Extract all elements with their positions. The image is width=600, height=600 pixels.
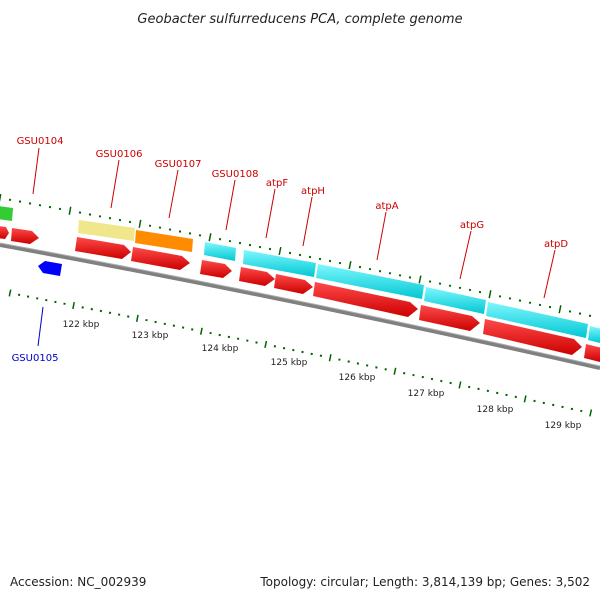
tick-mark <box>208 233 212 242</box>
tick-mark <box>488 290 492 299</box>
gene-label-atpg: atpG <box>460 220 484 231</box>
tick-mark <box>580 409 583 413</box>
leader-line <box>32 147 40 195</box>
gene-label-atpf: atpF <box>266 178 288 189</box>
orange-feature <box>135 230 193 252</box>
tick-mark <box>348 261 352 270</box>
outer-tick-ring <box>0 193 592 317</box>
kbp-labels: 122 kbp 123 kbp 124 kbp 125 kbp 126 kbp … <box>63 320 582 431</box>
inner-tick-ring <box>8 289 593 417</box>
tick-mark <box>72 301 75 310</box>
kbp-label-126: 126 kbp <box>339 373 376 383</box>
tick-mark <box>135 314 139 322</box>
tick-mark <box>328 354 332 362</box>
tick-mark <box>0 193 2 203</box>
tick-mark <box>418 275 422 284</box>
cds-arrow <box>131 247 190 270</box>
leader-line <box>302 196 313 247</box>
cds-arrow <box>274 274 313 294</box>
leader-line <box>168 169 179 219</box>
kbp-label-123: 123 kbp <box>132 331 169 341</box>
gene-label-gsu0104: GSU0104 <box>17 136 64 147</box>
tick-mark <box>365 364 369 367</box>
kbp-label-122: 122 kbp <box>63 320 100 330</box>
cyan-feature-atph-atpa <box>316 264 424 299</box>
gene-label-gsu0106: GSU0106 <box>96 149 143 160</box>
gene-label-gsu0108: GSU0108 <box>212 169 259 180</box>
genome-backbone <box>0 243 600 370</box>
blue-feature-gsu0105 <box>38 261 62 276</box>
cds-arrow <box>483 319 582 355</box>
leader-line-blue <box>37 306 44 347</box>
kbp-label-124: 124 kbp <box>202 344 239 354</box>
gene-label-leaders <box>32 147 556 299</box>
gene-label-atpd: atpD <box>544 239 568 250</box>
tick-mark <box>486 389 490 393</box>
cds-track <box>0 226 600 362</box>
tick-mark <box>558 305 562 314</box>
feature-track-upper <box>0 206 600 343</box>
green-feature <box>0 206 13 221</box>
tick-mark <box>199 327 203 335</box>
gene-label-atpa: atpA <box>375 201 398 212</box>
leader-line <box>459 230 472 280</box>
cds-arrow <box>584 344 600 362</box>
tick-mark <box>278 246 282 256</box>
cds-arrow <box>200 260 232 278</box>
gene-label-gsu0107: GSU0107 <box>155 159 202 170</box>
tick-mark <box>68 206 72 215</box>
cyan-feature-atpg <box>424 287 486 314</box>
kbp-label-127: 127 kbp <box>408 389 445 399</box>
gene-label-gsu0105: GSU0105 <box>12 353 59 364</box>
genome-backbone-highlight <box>0 242 600 367</box>
cyan-feature-atpd <box>486 302 588 338</box>
cyan-feature-gsu0108 <box>204 242 236 261</box>
kbp-label-129: 129 kbp <box>545 421 582 431</box>
cds-arrow <box>313 282 418 317</box>
topology-text: Topology: circular; Length: 3,814,139 bp… <box>259 575 590 589</box>
tick-mark <box>523 395 527 403</box>
cds-arrow <box>75 237 131 259</box>
leader-line <box>110 159 120 209</box>
cds-arrow <box>419 305 480 331</box>
kbp-label-128: 128 kbp <box>477 405 514 415</box>
cyan-feature-edge <box>588 326 600 343</box>
tick-mark <box>458 381 462 389</box>
kbp-label-125: 125 kbp <box>271 358 308 368</box>
leader-line <box>543 249 556 299</box>
leader-line <box>225 179 236 231</box>
tick-mark <box>589 409 593 417</box>
cyan-feature-atpf <box>243 250 316 277</box>
tick-mark <box>264 340 268 348</box>
khaki-feature <box>78 220 135 241</box>
tick-mark <box>8 289 12 297</box>
gene-label-atph: atpH <box>301 186 325 197</box>
map-title: Geobacter sulfurreducens PCA, complete g… <box>137 12 462 27</box>
leader-line <box>265 188 276 239</box>
leader-line <box>376 211 387 261</box>
cds-arrow <box>11 228 39 244</box>
cds-arrow <box>0 226 9 239</box>
tick-mark <box>319 354 323 358</box>
tick-mark <box>138 219 142 228</box>
accession-text: Accession: NC_002939 <box>10 575 146 589</box>
cds-arrow <box>239 267 275 286</box>
tick-mark <box>393 367 397 375</box>
gene-labels: GSU0104 GSU0105 GSU0106 GSU0107 GSU0108 … <box>12 136 569 364</box>
